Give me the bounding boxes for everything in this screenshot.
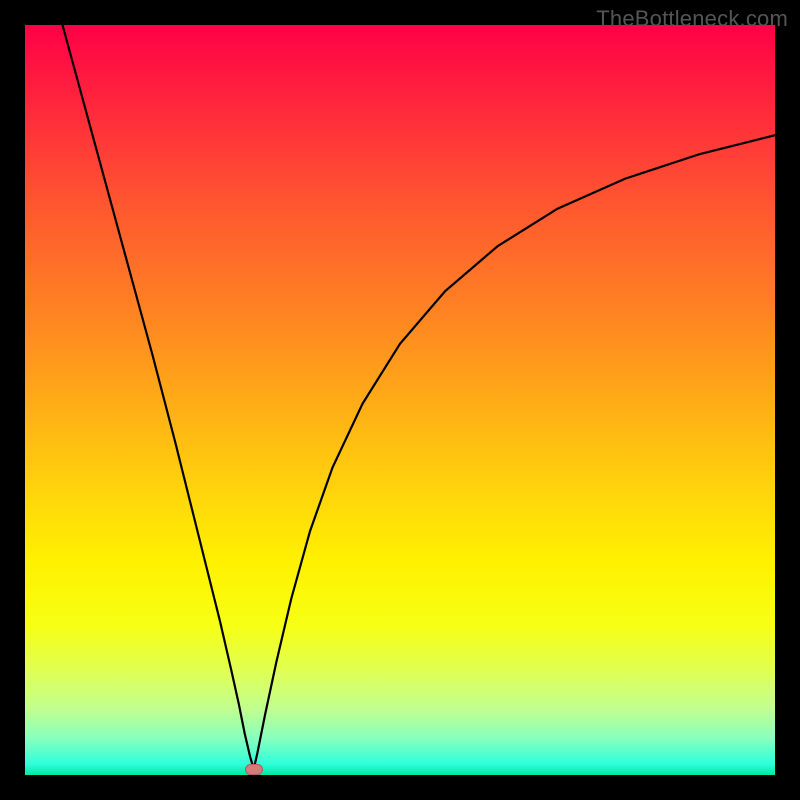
plot-area xyxy=(25,25,775,775)
optimum-marker xyxy=(245,764,263,775)
gradient-background xyxy=(25,25,775,775)
bottleneck-curve-chart xyxy=(25,25,775,775)
chart-frame: TheBottleneck.com xyxy=(0,0,800,800)
